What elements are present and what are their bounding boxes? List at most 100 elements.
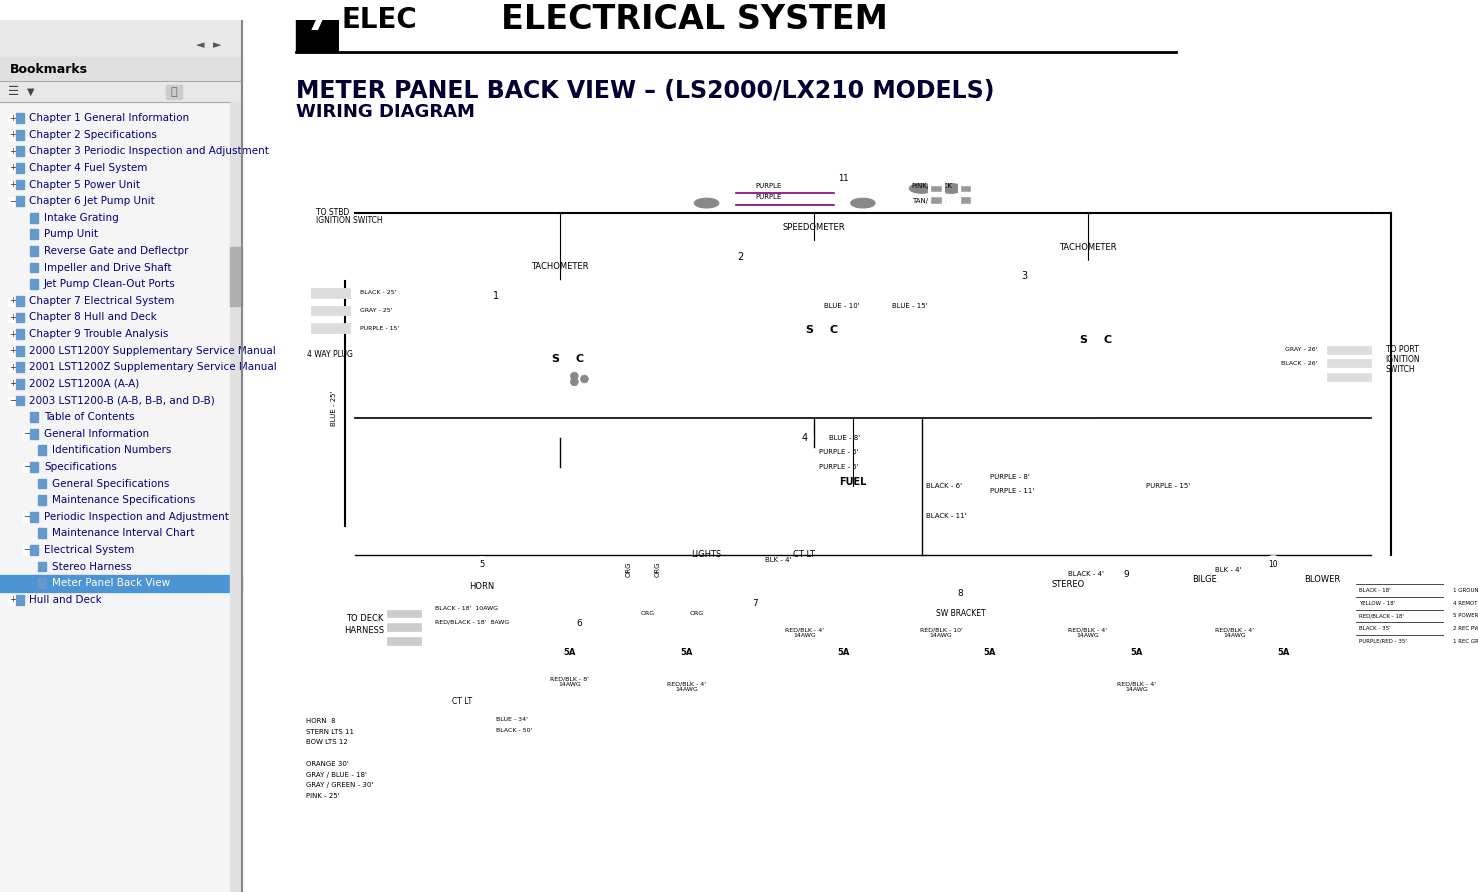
Bar	[31, 429, 38, 439]
Text: C: C	[1103, 334, 1111, 345]
Text: RED/BLK - 4'
14AWG: RED/BLK - 4' 14AWG	[785, 628, 823, 639]
Bar	[31, 229, 38, 239]
Text: PURPLE - 15': PURPLE - 15'	[359, 326, 399, 331]
Bar	[310, 306, 350, 316]
Text: C: C	[575, 354, 584, 365]
Circle shape	[1117, 566, 1135, 583]
Text: BLUE - 34': BLUE - 34'	[497, 716, 529, 722]
Bar	[38, 578, 46, 588]
Text: 5 POWER: 5 POWER	[1453, 614, 1478, 618]
Bar	[387, 609, 421, 617]
Bar	[31, 545, 38, 555]
Text: BLACK - 4': BLACK - 4'	[1069, 572, 1104, 577]
Bar	[384, 604, 429, 653]
Text: Maintenance Interval Chart: Maintenance Interval Chart	[52, 528, 194, 539]
Bar	[7, 164, 16, 173]
Text: RED/BLACK - 18'  8AWG: RED/BLACK - 18' 8AWG	[435, 620, 508, 624]
Text: General Specifications: General Specifications	[52, 478, 168, 489]
Text: BLUE - 25': BLUE - 25'	[331, 391, 337, 426]
Ellipse shape	[851, 198, 875, 208]
Text: −: −	[9, 396, 16, 405]
Text: +: +	[9, 296, 16, 305]
Text: Meter Panel Back View: Meter Panel Back View	[52, 578, 170, 588]
Text: 1 GROUND: 1 GROUND	[1453, 588, 1478, 593]
Text: WIRING DIAGRAM: WIRING DIAGRAM	[296, 103, 474, 121]
Text: PURPLE - 5': PURPLE - 5'	[819, 464, 859, 470]
Bar	[0, 56, 242, 81]
Text: Intake Grating: Intake Grating	[44, 213, 118, 223]
Bar	[418, 0, 482, 52]
Bar	[16, 595, 24, 605]
Text: BLACK - 6': BLACK - 6'	[927, 483, 962, 490]
Bar	[340, 0, 418, 52]
Bar	[958, 180, 974, 208]
Bar	[1327, 346, 1372, 353]
Text: Jet Pump Clean-Out Ports: Jet Pump Clean-Out Ports	[44, 279, 176, 289]
Bar	[961, 186, 971, 192]
Text: RED/BLK - 4'
14AWG: RED/BLK - 4' 14AWG	[1069, 628, 1107, 639]
Text: Chapter 6 Jet Pump Unit: Chapter 6 Jet Pump Unit	[30, 196, 155, 206]
Text: 🗑: 🗑	[170, 87, 177, 96]
Text: 2000 LST1200Y Supplementary Service Manual: 2000 LST1200Y Supplementary Service Manu…	[30, 345, 276, 356]
Text: TACHOMETER: TACHOMETER	[1058, 243, 1116, 252]
Bar	[1327, 373, 1372, 381]
Bar	[928, 180, 944, 208]
Bar	[387, 637, 421, 645]
Bar	[0, 81, 242, 103]
Text: 1: 1	[494, 291, 500, 301]
Text: Chapter 1 General Information: Chapter 1 General Information	[30, 113, 189, 123]
Text: Stereo Harness: Stereo Harness	[52, 562, 132, 572]
Text: RED/BLK - 8'
14AWG: RED/BLK - 8' 14AWG	[550, 676, 590, 688]
Text: PURPLE/RED - 35': PURPLE/RED - 35'	[1360, 639, 1407, 644]
Text: +: +	[9, 130, 16, 139]
Bar	[16, 329, 24, 339]
Text: 10: 10	[1268, 560, 1278, 569]
Text: −: −	[24, 546, 31, 555]
Text: S: S	[1079, 334, 1086, 345]
Text: Periodic Inspection and Adjustment: Periodic Inspection and Adjustment	[44, 512, 229, 522]
Text: 3: 3	[1021, 271, 1027, 281]
Text: CT LT: CT LT	[794, 550, 816, 559]
Text: PURPLE - 11': PURPLE - 11'	[990, 488, 1035, 494]
Text: +: +	[451, 0, 461, 9]
Bar	[31, 213, 38, 223]
Bar	[16, 163, 24, 173]
Bar	[310, 323, 350, 333]
Circle shape	[1265, 556, 1281, 574]
Bar	[975, 643, 1005, 663]
Text: BLACK - 18'  10AWG: BLACK - 18' 10AWG	[435, 607, 498, 611]
Bar	[16, 130, 24, 139]
Bar	[0, 21, 242, 56]
Circle shape	[732, 248, 749, 266]
Text: RED/BLK - 10'
14AWG: RED/BLK - 10' 14AWG	[919, 628, 962, 639]
Circle shape	[834, 169, 853, 188]
Text: PURPLE - 5': PURPLE - 5'	[819, 450, 859, 455]
Text: ►: ►	[213, 40, 222, 50]
Text: BLACK - 35': BLACK - 35'	[1360, 626, 1391, 632]
Bar	[38, 495, 46, 505]
Ellipse shape	[909, 184, 934, 194]
Text: STEREO: STEREO	[1051, 580, 1085, 589]
Text: 11: 11	[838, 174, 848, 183]
Text: IGNITION: IGNITION	[1386, 355, 1420, 364]
Bar	[16, 296, 24, 306]
Bar	[1327, 359, 1372, 368]
Text: −: −	[24, 429, 31, 438]
Circle shape	[474, 557, 489, 573]
Bar	[16, 312, 24, 322]
Text: Chapter 3 Periodic Inspection and Adjustment: Chapter 3 Periodic Inspection and Adjust…	[30, 146, 269, 156]
Bar	[7, 180, 16, 189]
Text: HARNESS: HARNESS	[344, 625, 384, 634]
Text: 2003 LST1200-B (A-B, B-B, and D-B): 2003 LST1200-B (A-B, B-B, and D-B)	[30, 395, 216, 406]
Circle shape	[726, 243, 902, 418]
Text: PURPLE - 8': PURPLE - 8'	[990, 474, 1030, 480]
Bar	[16, 346, 24, 356]
Bar	[16, 113, 24, 123]
Text: RED/BLK - 4'
14AWG: RED/BLK - 4' 14AWG	[1117, 681, 1156, 692]
Bar	[166, 85, 182, 98]
Text: ORG: ORG	[625, 562, 631, 577]
Bar	[1122, 643, 1151, 663]
Text: TO PORT: TO PORT	[1386, 345, 1419, 354]
Bar	[7, 397, 16, 405]
Text: 4: 4	[801, 433, 807, 442]
